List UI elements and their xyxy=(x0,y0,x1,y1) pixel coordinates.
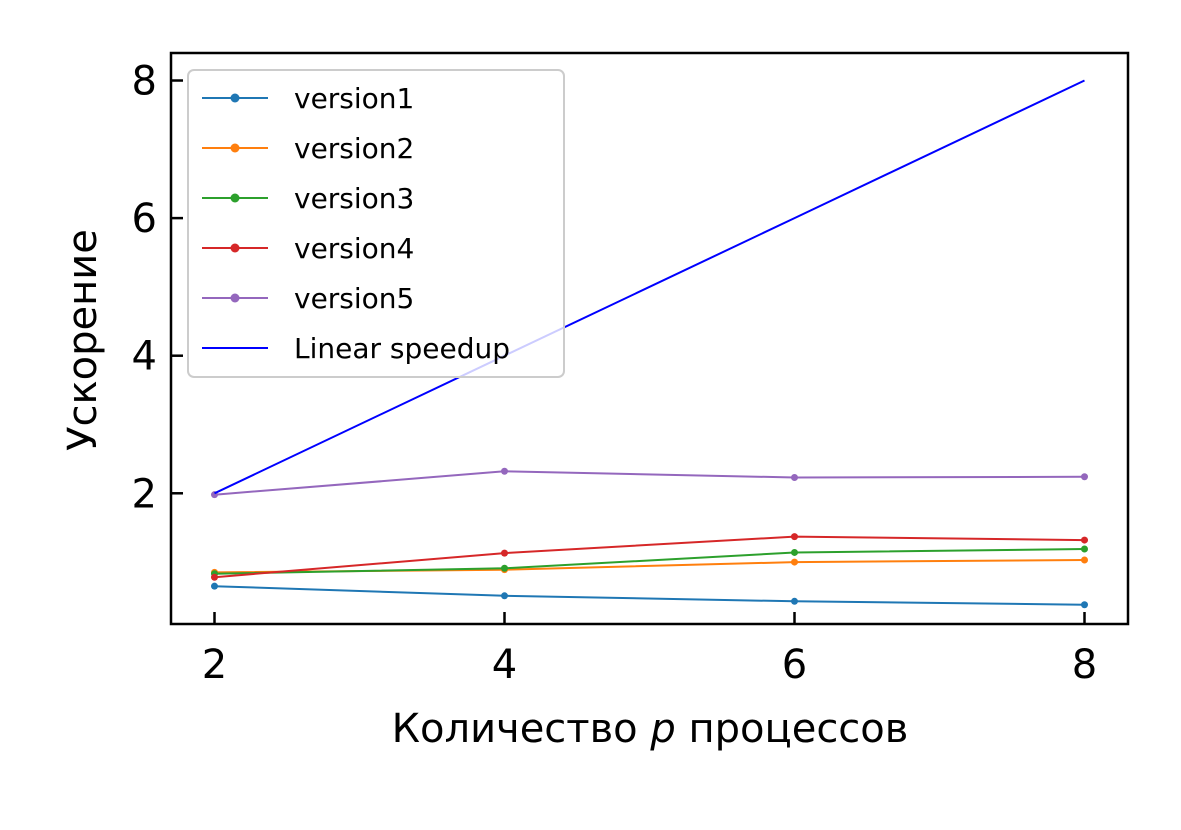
series-line-version3 xyxy=(214,548,1085,575)
series-line-linear-speedup xyxy=(214,79,1085,495)
data-point-version3 xyxy=(1081,545,1088,553)
data-point-version4 xyxy=(791,533,798,541)
data-point-version1 xyxy=(501,592,508,600)
plot-frame xyxy=(169,51,1130,626)
data-point-version1 xyxy=(791,597,798,605)
series-line-version1 xyxy=(214,585,1085,606)
x-axis-label-suffix: процессов xyxy=(676,706,909,752)
series-line-version4 xyxy=(214,535,1085,579)
y-tick-label: 4 xyxy=(132,334,157,380)
legend-entries: version1 version2 version3 version4 version5… xyxy=(202,82,510,365)
data-point-version1 xyxy=(211,582,218,590)
data-point-version4 xyxy=(211,573,218,581)
x-axis-label-prefix: Количество xyxy=(392,706,651,752)
x-axis-label: Количество p процессов xyxy=(392,706,909,752)
legend-label-linear-speedup: Linear speedup xyxy=(294,332,510,365)
data-point-version5 xyxy=(1081,473,1088,481)
legend-marker-version1 xyxy=(230,93,240,103)
data-point-version1 xyxy=(1081,601,1088,609)
y-tick-label: 2 xyxy=(132,471,157,517)
legend-label-version5: version5 xyxy=(294,282,414,315)
y-axis-label: Ускорение xyxy=(60,229,106,451)
data-point-version5 xyxy=(501,467,508,475)
data-point-version3 xyxy=(501,564,508,572)
x-tick-label: 2 xyxy=(202,642,227,688)
x-tick-label: 4 xyxy=(492,642,517,688)
legend-marker-version4 xyxy=(230,243,240,253)
data-point-version3 xyxy=(791,548,798,556)
data-point-version5 xyxy=(791,473,798,481)
legend-label-version1: version1 xyxy=(294,82,414,115)
series-layer xyxy=(211,79,1088,609)
data-point-version2 xyxy=(1081,556,1088,564)
x-tick-label: 8 xyxy=(1072,642,1097,688)
legend-label-version3: version3 xyxy=(294,182,414,215)
legend: version1 version2 version3 version4 version5… xyxy=(187,69,565,378)
legend-label-version4: version4 xyxy=(294,232,414,265)
x-tick-label: 6 xyxy=(782,642,807,688)
data-point-version4 xyxy=(1081,536,1088,544)
ticks-layer: 2 4 6 8 2 4 6 8 xyxy=(132,59,1098,688)
series-line-version5 xyxy=(214,470,1085,496)
legend-box xyxy=(187,69,565,378)
legend-marker-version2 xyxy=(230,143,240,153)
y-tick-label: 6 xyxy=(132,196,157,242)
legend-marker-version3 xyxy=(230,193,240,203)
data-point-version2 xyxy=(791,558,798,566)
legend-label-version2: version2 xyxy=(294,132,414,165)
legend-marker-version5 xyxy=(230,293,240,303)
x-axis-label-variable: p xyxy=(649,706,675,752)
y-tick-label: 8 xyxy=(132,59,157,105)
data-point-version4 xyxy=(501,549,508,557)
